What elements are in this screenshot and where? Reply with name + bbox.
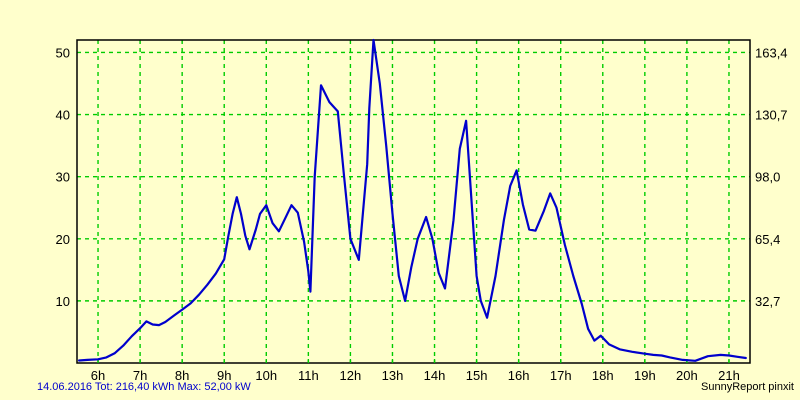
y-axis-right-tick-label: 65,4 [755, 232, 780, 247]
data-series-line [77, 38, 747, 362]
axis-tick-labels: 6h 7h 8h 9h 10h 11h 12h 13h 14h 15h 16h 17h 18h 19h 20… [56, 45, 788, 383]
footer-summary-text: 14.06.2016 Tot: 216,40 kWh Max: 52,00 kW [37, 381, 251, 393]
y-axis-left-tick-label: 20 [56, 232, 70, 247]
y-axis-left-tick-label: 50 [56, 45, 70, 60]
x-axis-tick-label: 21h [718, 368, 740, 383]
y-axis-right-tick-label: 163,4 [755, 45, 788, 60]
x-axis-tick-label: 13h [382, 368, 404, 383]
x-axis-tick-label: 20h [676, 368, 698, 383]
x-axis-tick-label: 7h [133, 368, 147, 383]
y-axis-left-tick-label: 10 [56, 294, 70, 309]
x-axis-tick-label: 18h [592, 368, 614, 383]
x-axis-tick-label: 8h [175, 368, 189, 383]
footer-attribution-text: SunnyReport pinxit [701, 381, 794, 393]
y-axis-right-tick-label: 130,7 [755, 108, 788, 123]
y-axis-left-tick-label: 40 [56, 108, 70, 123]
y-axis-left-tick-label: 30 [56, 170, 70, 185]
y-axis-right-tick-label: 32,7 [755, 294, 780, 309]
x-axis-tick-label: 17h [550, 368, 572, 383]
x-axis-tick-label: 16h [508, 368, 530, 383]
grid-lines [77, 40, 750, 363]
x-axis-tick-label: 14h [424, 368, 446, 383]
x-axis-tick-label: 19h [634, 368, 656, 383]
x-axis-tick-label: 11h [298, 368, 319, 383]
x-axis-tick-label: 9h [217, 368, 231, 383]
y-axis-right-tick-label: 98,0 [755, 170, 780, 185]
plot-frame [76, 39, 751, 364]
x-axis-tick-label: 15h [466, 368, 488, 383]
x-axis-tick-label: 12h [340, 368, 362, 383]
x-axis-tick-label: 10h [255, 368, 277, 383]
x-axis-tick-label: 6h [91, 368, 105, 383]
